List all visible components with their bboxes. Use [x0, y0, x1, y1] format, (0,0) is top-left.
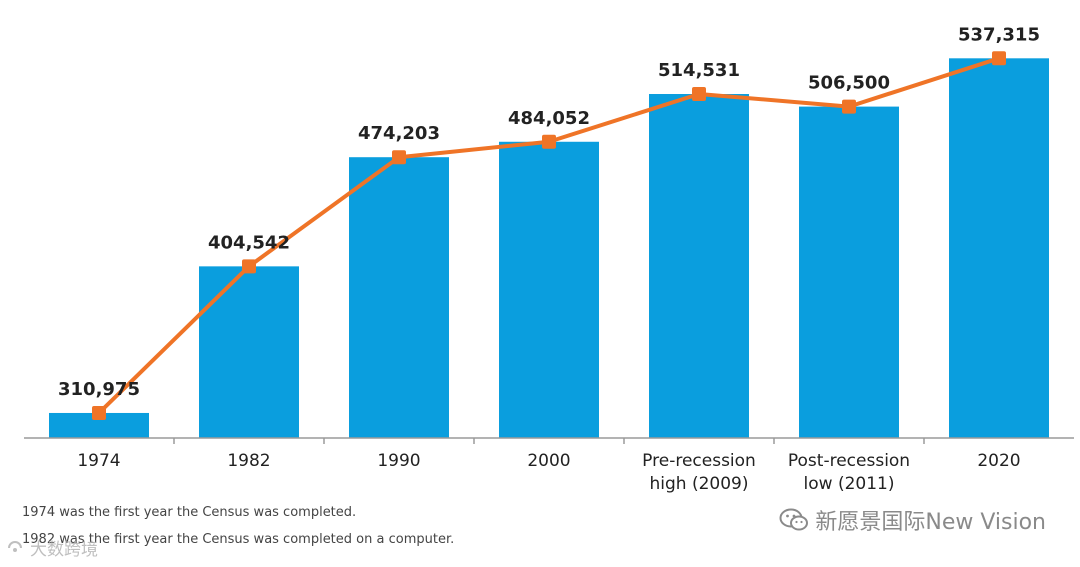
value-label-group: 310,975 404,542 474,203 484,052 514,531 506,5… [58, 24, 1040, 400]
line-marker-0 [92, 405, 106, 420]
value-label-2: 474,203 [358, 123, 440, 144]
line-marker-3 [542, 134, 556, 149]
bar-group [49, 58, 1049, 444]
watermark: 新愿景国际New Vision [779, 504, 1046, 536]
value-label-1: 404,542 [208, 232, 290, 253]
bar-5 [799, 106, 899, 439]
watermark-secondary-text: 大数跨境 [30, 540, 98, 560]
watermark-text: 新愿景国际New Vision [815, 510, 1046, 535]
trend-line-group [92, 51, 1006, 420]
value-label-5: 506,500 [808, 73, 890, 94]
line-marker-1 [242, 259, 256, 274]
watermark-secondary: 大数跨境 [6, 535, 98, 560]
footnote-2: 1982 was the first year the Census was c… [22, 532, 455, 547]
value-label-3: 484,052 [508, 108, 590, 129]
line-marker-5 [842, 99, 856, 114]
category-label-0: 1974 [77, 451, 120, 471]
category-label-5: Post-recession low (2011) [788, 451, 910, 494]
category-label-4: Pre-recession high (2009) [642, 451, 756, 494]
bar-4 [649, 94, 749, 438]
bar-3 [499, 141, 599, 438]
category-label-6: 2020 [977, 451, 1020, 471]
wechat-icon [779, 508, 809, 531]
category-label-group: 1974 1982 1990 2000 Pre-recession high (2009)… [77, 451, 1020, 494]
category-label-1: 1982 [227, 451, 270, 471]
bar-6 [949, 58, 1049, 438]
line-marker-4 [692, 87, 706, 102]
line-marker-2 [392, 150, 406, 165]
footnote-1: 1974 was the first year the Census was c… [22, 505, 357, 520]
value-label-6: 537,315 [958, 24, 1040, 45]
bar-2 [349, 157, 449, 438]
category-label-2: 1990 [377, 451, 420, 471]
bar-line-chart: 310,975 404,542 474,203 484,052 514,531 506,5… [24, 24, 1074, 494]
category-label-3: 2000 [527, 451, 570, 471]
logo-mark-icon [8, 540, 22, 552]
value-label-4: 514,531 [658, 60, 740, 81]
bar-1 [199, 266, 299, 438]
line-marker-6 [992, 51, 1006, 66]
value-label-0: 310,975 [58, 379, 140, 400]
